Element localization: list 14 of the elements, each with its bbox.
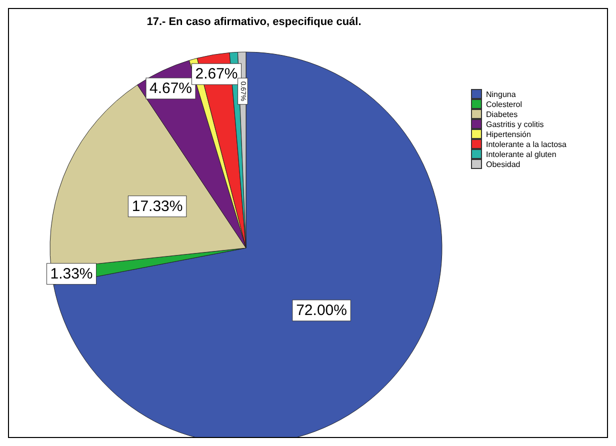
data-label: 72.00% [296, 302, 347, 319]
data-label: 17.33% [132, 198, 183, 215]
data-label: 2.67% [195, 66, 238, 83]
data-label: 1.33% [50, 265, 93, 282]
legend-label: Diabetes [486, 110, 518, 118]
legend-label: Gastritis y colitis [486, 120, 544, 128]
data-label: 4.67% [149, 80, 192, 97]
legend-label: Obesidad [486, 160, 520, 168]
chart-title: 17.- En caso afirmativo, especifique cuál. [146, 16, 362, 28]
legend-label: Hipertensión [486, 130, 531, 138]
legend-label: Colesterol [486, 100, 522, 108]
legend-label: Intolerante al gluten [486, 150, 556, 158]
legend-label: Intolerante a la lactosa [486, 140, 566, 148]
legend-label: Ninguna [486, 90, 516, 98]
